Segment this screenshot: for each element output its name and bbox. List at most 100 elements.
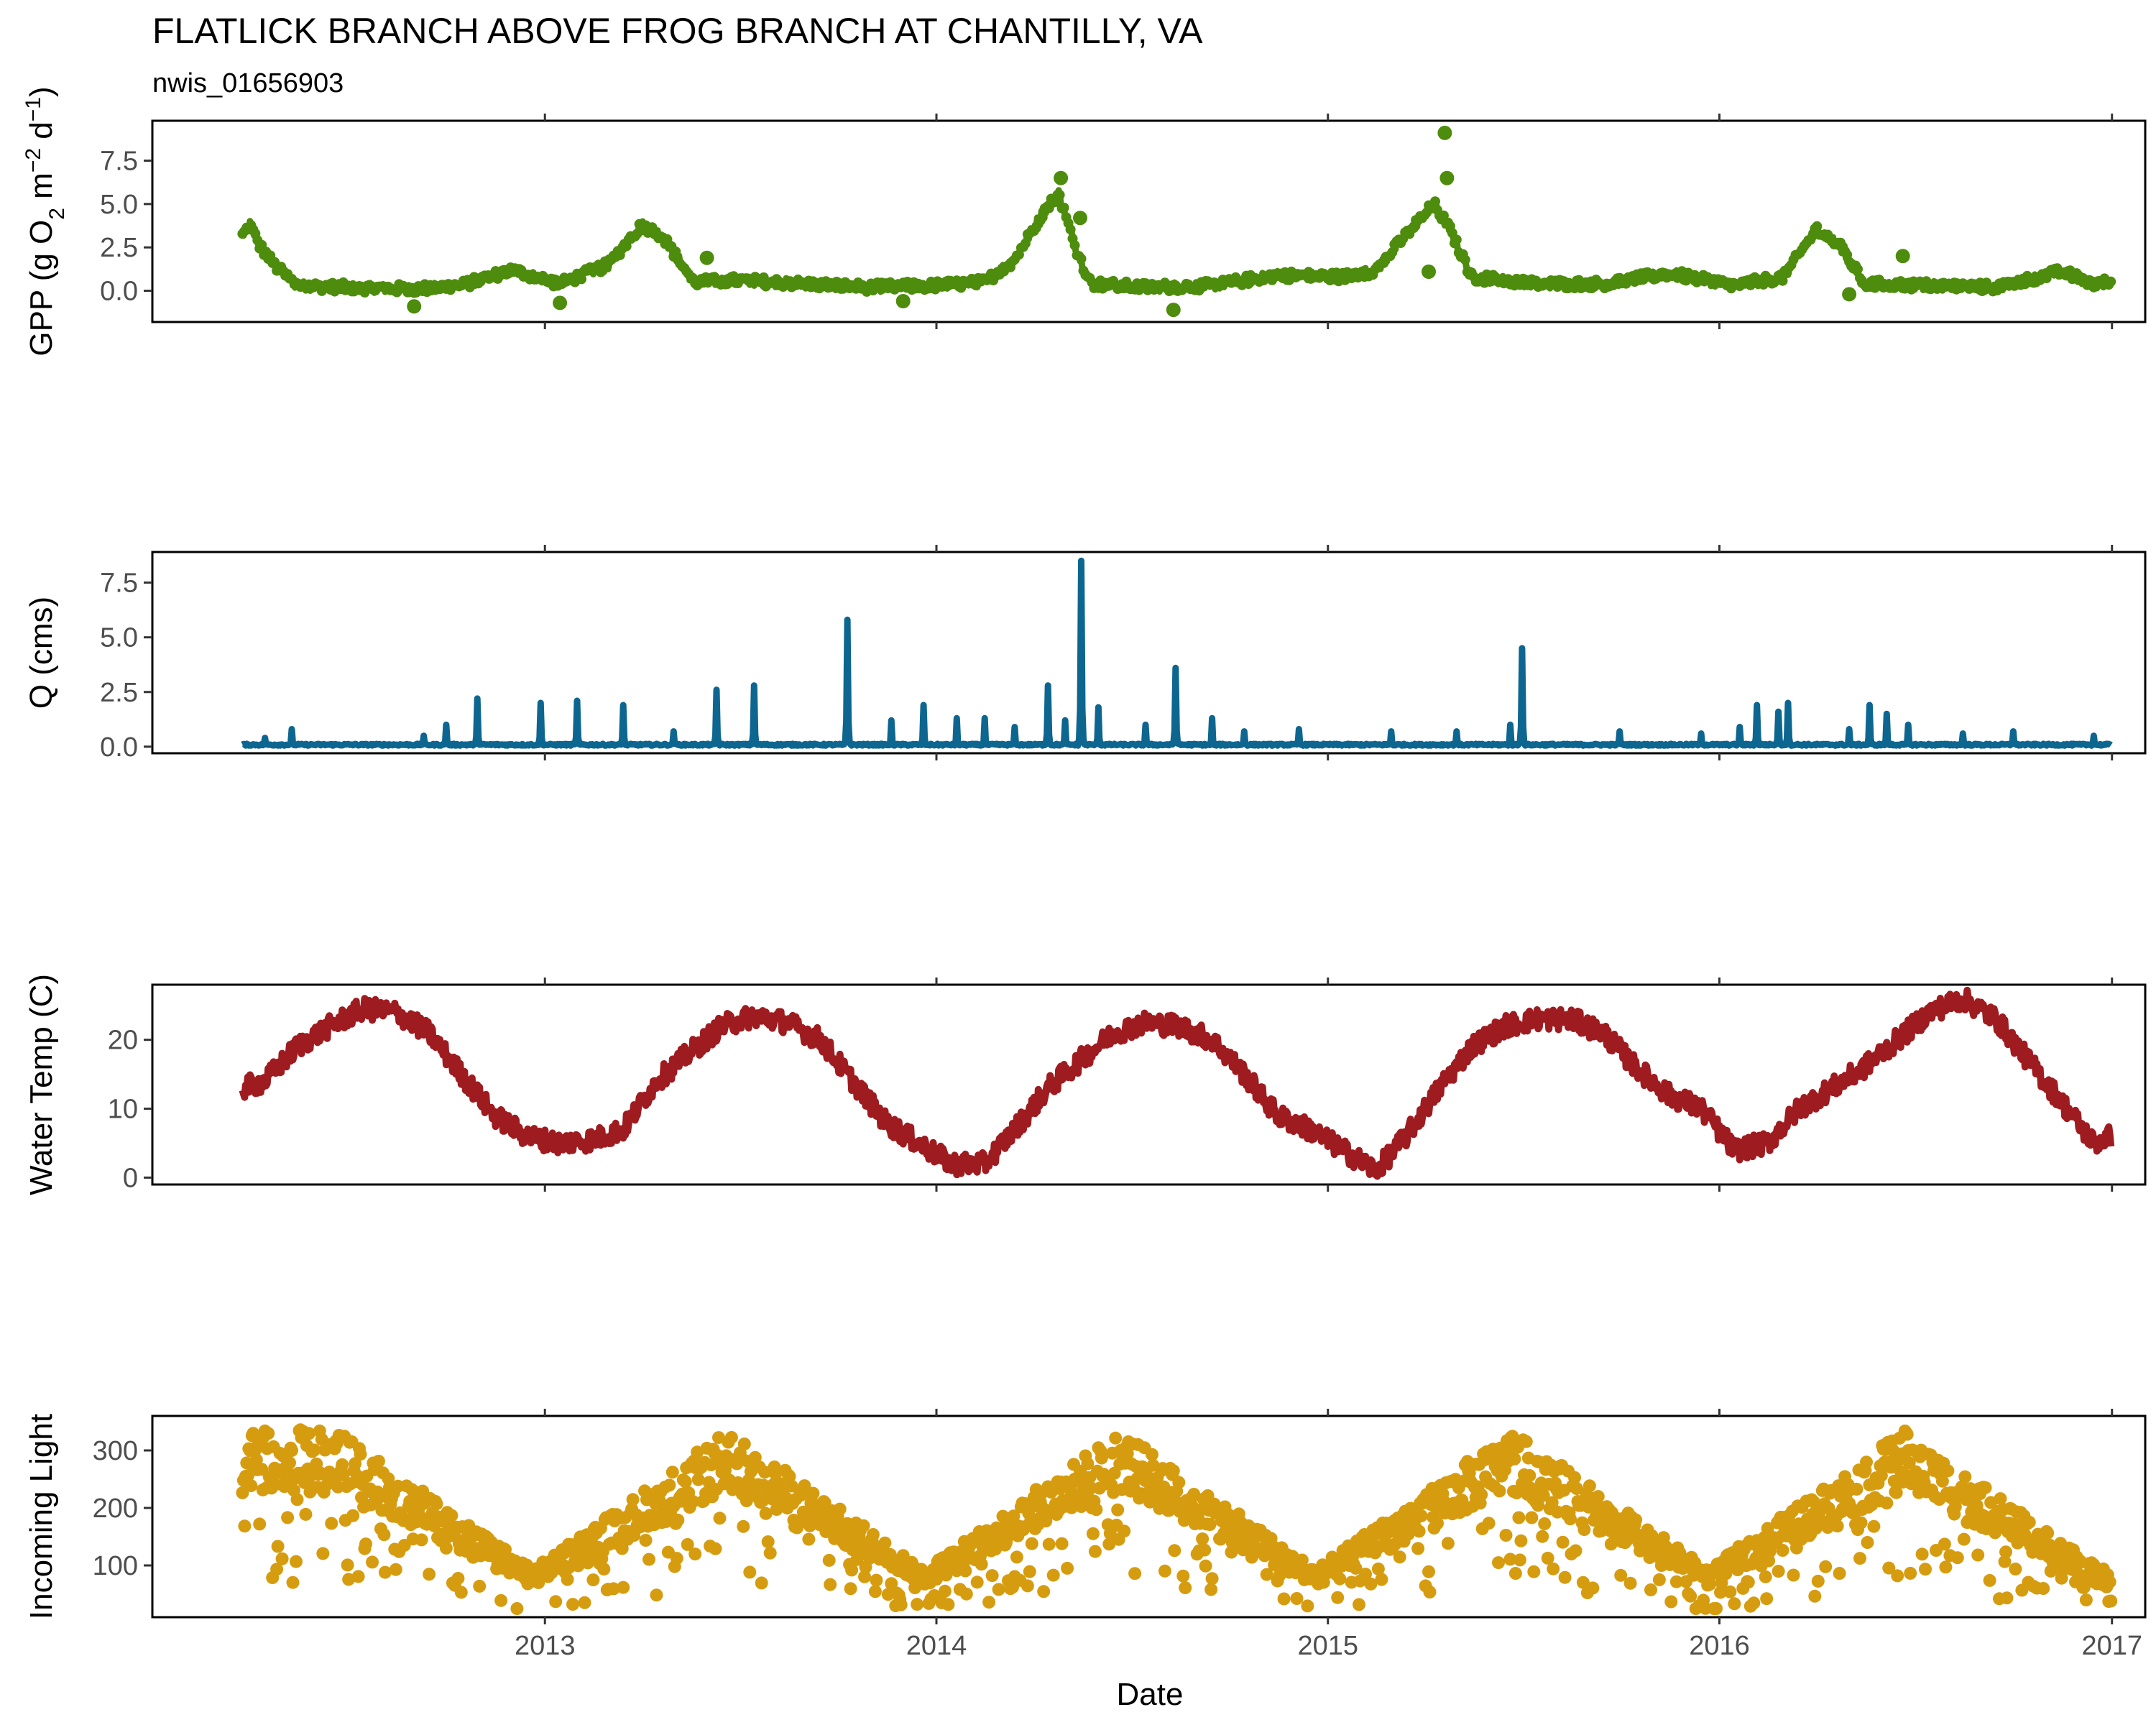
gpp-point	[1059, 203, 1069, 213]
panel-frame	[151, 983, 2147, 1186]
light-point	[1021, 1579, 1034, 1593]
light-point	[844, 1582, 857, 1596]
light-point	[1591, 1490, 1605, 1504]
light-point	[1176, 1569, 1190, 1583]
light-point	[1519, 1435, 1533, 1448]
light-point	[275, 1552, 289, 1565]
light-point	[494, 1593, 508, 1607]
light-point	[1102, 1537, 1116, 1551]
light-point	[868, 1585, 882, 1598]
gpp-outlier-point	[895, 294, 911, 308]
light-point	[1867, 1519, 1881, 1533]
y-axis-label: Q (cms)	[24, 597, 59, 709]
x-tick-label: 2013	[515, 1631, 576, 1661]
light-point	[845, 1563, 859, 1577]
panel-incoming-light: 300 200 100 Incoming Light	[24, 1409, 2147, 1624]
light-point	[1983, 1573, 1996, 1587]
light-point	[1364, 1577, 1378, 1591]
gpp-outlier-point	[1437, 125, 1452, 140]
light-point	[1719, 1567, 1733, 1581]
light-point	[290, 1555, 303, 1568]
y-tick-label: 100	[93, 1551, 138, 1581]
gpp-point	[1037, 212, 1048, 223]
light-point	[1055, 1537, 1069, 1550]
light-point	[1037, 1585, 1051, 1598]
light-point	[1998, 1555, 2012, 1568]
light-point	[1570, 1482, 1583, 1496]
light-point	[2104, 1594, 2118, 1608]
light-point	[1703, 1578, 1717, 1591]
light-point	[737, 1519, 750, 1533]
y-tick-label: 20	[108, 1026, 138, 1056]
light-point	[1830, 1519, 1844, 1533]
light-point	[743, 1565, 757, 1579]
series-incoming-light	[236, 1423, 2118, 1615]
light-point	[713, 1512, 727, 1525]
light-point	[271, 1540, 285, 1553]
light-point	[1669, 1575, 1683, 1588]
light-point	[238, 1519, 252, 1533]
light-point	[1882, 1561, 1896, 1575]
light-point	[1203, 1518, 1217, 1531]
light-point	[1860, 1455, 1873, 1469]
light-point	[342, 1573, 356, 1586]
gpp-outlier-point	[1842, 287, 1857, 302]
light-point	[1889, 1486, 1903, 1499]
y-tick-label: 7.5	[100, 147, 138, 177]
light-point	[359, 1537, 372, 1551]
light-point	[1205, 1572, 1219, 1586]
light-point	[1583, 1479, 1596, 1493]
light-point	[878, 1536, 892, 1550]
gpp-point	[1020, 238, 1031, 249]
gpp-point	[1409, 223, 1419, 234]
light-point	[833, 1502, 847, 1516]
light-point	[1629, 1513, 1643, 1527]
light-point	[1086, 1527, 1100, 1540]
light-point	[2103, 1576, 2116, 1588]
light-point	[1025, 1537, 1038, 1550]
light-point	[1199, 1559, 1212, 1573]
light-point	[691, 1473, 705, 1486]
light-point	[253, 1517, 267, 1531]
x-tick-label: 2016	[1689, 1631, 1750, 1661]
light-point	[1710, 1602, 1723, 1615]
light-point	[688, 1547, 702, 1561]
light-point	[1819, 1560, 1833, 1573]
light-point	[597, 1563, 611, 1576]
light-point	[510, 1602, 524, 1615]
light-point	[626, 1493, 640, 1506]
light-point	[2037, 1582, 2050, 1595]
light-point	[1411, 1542, 1425, 1555]
gpp-outlier-point	[553, 295, 568, 310]
gpp-point	[1054, 190, 1065, 201]
light-point	[1422, 1565, 1435, 1578]
light-point	[670, 1552, 683, 1565]
light-point	[1375, 1573, 1388, 1586]
light-point	[1741, 1576, 1755, 1589]
gpp-point	[1451, 234, 1462, 245]
light-point	[671, 1513, 685, 1527]
light-point	[639, 1534, 653, 1547]
light-point	[415, 1533, 428, 1547]
gpp-point	[1460, 254, 1470, 265]
light-point	[2079, 1593, 2093, 1606]
light-point	[1508, 1452, 1521, 1466]
light-point	[1854, 1516, 1868, 1530]
light-point	[607, 1582, 620, 1596]
light-point	[1493, 1484, 1506, 1498]
light-point	[1187, 1488, 1201, 1501]
light-point	[283, 1456, 296, 1470]
light-point	[1506, 1430, 1519, 1443]
light-point	[1850, 1482, 1864, 1496]
light-point	[1558, 1570, 1572, 1584]
series-gpp	[237, 125, 2116, 318]
light-point	[1787, 1568, 1800, 1582]
light-point	[806, 1486, 820, 1500]
light-point	[850, 1552, 864, 1566]
light-point	[1808, 1589, 1822, 1603]
light-point	[724, 1430, 738, 1444]
light-point	[1861, 1536, 1874, 1549]
light-point	[1198, 1543, 1212, 1557]
light-point	[1941, 1464, 1955, 1478]
